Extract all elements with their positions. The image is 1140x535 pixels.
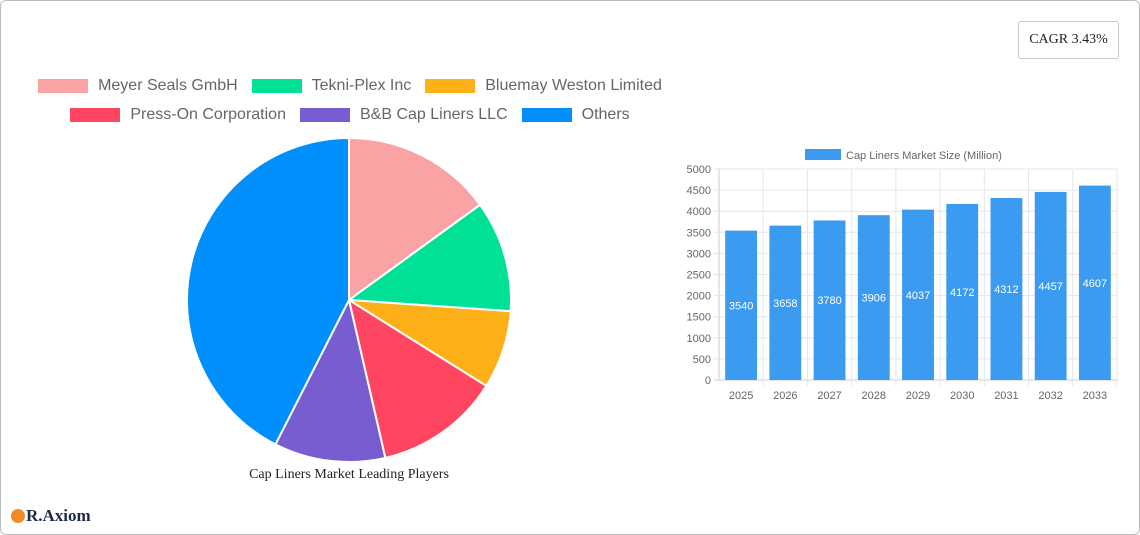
x-tick-label: 2032 — [1038, 390, 1062, 402]
bar-value-label: 4607 — [1083, 278, 1107, 290]
bar-2031[interactable] — [990, 198, 1023, 380]
legend-label: Bluemay Weston Limited — [485, 77, 662, 94]
bar-2029[interactable] — [902, 209, 934, 380]
legend-swatch — [425, 79, 476, 93]
bar-value-label: 3906 — [862, 293, 886, 305]
legend-swatch — [70, 108, 121, 122]
pie-legend-row-1: Meyer Seals GmbH Tekni-Plex Inc Bluemay … — [0, 77, 700, 95]
legend-label: Others — [581, 106, 630, 123]
y-tick-label: 4000 — [687, 206, 711, 218]
y-tick-label: 5000 — [687, 164, 711, 176]
pie-slice-press-on-corporation[interactable] — [347, 297, 488, 460]
legend-swatch — [251, 79, 302, 93]
x-tick-label: 2025 — [729, 390, 753, 402]
pie-slice-meyer-seals-gmbh[interactable] — [348, 137, 482, 302]
bar-legend-swatch — [805, 149, 841, 160]
bar-value-label: 3780 — [817, 295, 841, 307]
legend-label: B&B Cap Liners LLC — [359, 106, 508, 123]
bar-value-label: 3658 — [773, 298, 797, 310]
logo-text: R.Axiom — [26, 506, 91, 525]
bar-value-label: 4312 — [994, 284, 1018, 296]
pie-slice-b-b-cap-liners-llc[interactable] — [274, 297, 387, 463]
logo-icon — [11, 509, 25, 523]
x-tick-label: 2030 — [950, 390, 974, 402]
bar-value-label: 3540 — [729, 300, 753, 312]
cagr-text: CAGR 3.43% — [1029, 32, 1108, 47]
y-tick-label: 1500 — [687, 312, 711, 324]
bar-2033[interactable] — [1078, 185, 1111, 380]
cagr-badge: CAGR 3.43% — [1018, 21, 1119, 59]
legend-label: Meyer Seals GmbH — [98, 77, 238, 94]
bar-2026[interactable] — [769, 225, 802, 380]
y-tick-label: 4500 — [687, 185, 711, 197]
bar-2030[interactable] — [946, 203, 979, 380]
bar-value-label: 4457 — [1038, 281, 1062, 293]
legend-swatch — [299, 108, 350, 122]
x-tick-label: 2028 — [862, 390, 886, 402]
legend-item-bb-cap-liners[interactable]: B&B Cap Liners LLC — [299, 106, 508, 124]
y-tick-label: 3000 — [687, 248, 711, 260]
y-tick-label: 0 — [705, 375, 711, 387]
legend-label: Press-On Corporation — [130, 106, 286, 123]
pie-slice-tekni-plex-inc[interactable] — [346, 203, 512, 313]
pie-legend-row-2: Press-On Corporation B&B Cap Liners LLC … — [0, 106, 700, 124]
legend-label: Tekni-Plex Inc — [311, 77, 412, 94]
pie-chart-title: Cap Liners Market Leading Players — [249, 467, 449, 482]
legend-item-others[interactable]: Others — [521, 106, 630, 124]
bar-value-label: 4172 — [950, 287, 974, 299]
pie-slice-others[interactable] — [186, 137, 350, 446]
legend-swatch — [38, 79, 89, 93]
y-tick-label: 1000 — [687, 333, 711, 345]
bar-2027[interactable] — [813, 220, 846, 380]
legend-item-tekni-plex[interactable]: Tekni-Plex Inc — [251, 77, 412, 95]
legend-item-bluemay-weston[interactable]: Bluemay Weston Limited — [425, 77, 662, 95]
bar-legend-label[interactable]: Cap Liners Market Size (Million) — [846, 150, 1002, 162]
x-tick-label: 2026 — [773, 390, 797, 402]
x-tick-label: 2029 — [906, 390, 930, 402]
bar-2025[interactable] — [725, 230, 758, 380]
bar-value-label: 4037 — [906, 290, 930, 302]
x-tick-label: 2027 — [817, 390, 841, 402]
legend-item-meyer-seals[interactable]: Meyer Seals GmbH — [38, 77, 238, 95]
legend-swatch — [521, 108, 572, 122]
y-tick-label: 2000 — [687, 291, 711, 303]
bar-chart: Cap Liners Market Size (Million) 0 500 100… — [687, 149, 1118, 402]
y-tick-label: 500 — [693, 354, 711, 366]
bar-2032[interactable] — [1034, 191, 1067, 380]
x-tick-label: 2031 — [994, 390, 1018, 402]
pie-chart — [186, 137, 512, 463]
y-tick-label: 3500 — [687, 227, 711, 239]
y-tick-label: 2500 — [687, 270, 711, 282]
brand-logo[interactable]: R.Axiom — [11, 506, 91, 526]
legend-item-press-on[interactable]: Press-On Corporation — [70, 106, 286, 124]
x-tick-label: 2033 — [1083, 390, 1107, 402]
bar-2028[interactable] — [857, 215, 890, 380]
